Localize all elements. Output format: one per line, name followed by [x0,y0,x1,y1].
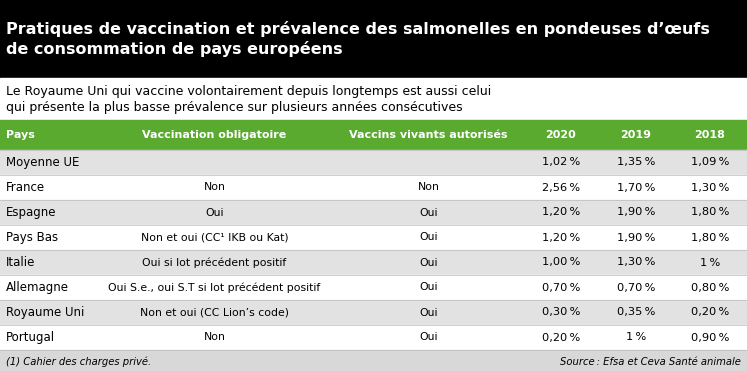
Text: 1,35 %: 1,35 % [616,158,655,167]
Text: 0,20 %: 0,20 % [691,308,729,318]
Text: 1,80 %: 1,80 % [691,233,729,243]
Text: Oui: Oui [419,233,438,243]
Text: 0,90 %: 0,90 % [691,332,729,342]
Text: (1) Cahier des charges privé.: (1) Cahier des charges privé. [6,357,151,367]
Text: Non et oui (CC¹ IKB ou Kat): Non et oui (CC¹ IKB ou Kat) [140,233,288,243]
Text: Pays: Pays [6,130,35,140]
Text: Allemagne: Allemagne [6,281,69,294]
Text: 0,30 %: 0,30 % [542,308,580,318]
Text: Non: Non [203,183,226,193]
Text: 1 %: 1 % [700,257,720,267]
Text: Oui: Oui [419,257,438,267]
Text: France: France [6,181,45,194]
Text: Oui: Oui [419,282,438,292]
Text: Oui si lot précédent positif: Oui si lot précédent positif [142,257,287,268]
Text: Le Royaume Uni qui vaccine volontairement depuis longtemps est aussi celui
qui p: Le Royaume Uni qui vaccine volontairemen… [6,85,492,114]
Text: Moyenne UE: Moyenne UE [6,156,79,169]
Text: 1,90 %: 1,90 % [616,233,655,243]
Text: 0,35 %: 0,35 % [616,308,655,318]
Text: 1 %: 1 % [625,332,646,342]
Bar [0,120,747,150]
Text: Vaccins vivants autorisés: Vaccins vivants autorisés [349,130,508,140]
Text: 2020: 2020 [545,130,577,140]
Bar [0,300,747,325]
Text: 1,20 %: 1,20 % [542,207,580,217]
Text: Non: Non [418,183,439,193]
Text: Oui: Oui [205,207,223,217]
Text: Non et oui (CC Lion’s code): Non et oui (CC Lion’s code) [140,308,289,318]
Text: 2,56 %: 2,56 % [542,183,580,193]
Bar [0,250,747,275]
Text: 0,20 %: 0,20 % [542,332,580,342]
Text: Royaume Uni: Royaume Uni [6,306,84,319]
Text: 0,70 %: 0,70 % [542,282,580,292]
Text: Source : Efsa et Ceva Santé animale: Source : Efsa et Ceva Santé animale [560,357,741,367]
Text: 1,90 %: 1,90 % [616,207,655,217]
Text: Non: Non [203,332,226,342]
Text: 1,00 %: 1,00 % [542,257,580,267]
Text: Espagne: Espagne [6,206,57,219]
Text: 2018: 2018 [695,130,725,140]
Text: 1,30 %: 1,30 % [616,257,655,267]
Bar [0,175,747,200]
Text: Oui: Oui [419,207,438,217]
Text: 1,20 %: 1,20 % [542,233,580,243]
Text: Oui S.e., oui S.T si lot précédent positif: Oui S.e., oui S.T si lot précédent posit… [108,282,320,293]
Text: 0,70 %: 0,70 % [616,282,655,292]
Text: Oui: Oui [419,332,438,342]
Bar [0,78,747,120]
Text: 1,09 %: 1,09 % [691,158,729,167]
Text: Portugal: Portugal [6,331,55,344]
Text: 1,70 %: 1,70 % [616,183,655,193]
Text: 1,80 %: 1,80 % [691,207,729,217]
Text: Pays Bas: Pays Bas [6,231,58,244]
Bar [0,225,747,250]
Text: Pratiques de vaccination et prévalence des salmonelles en pondeuses d’œufs
de co: Pratiques de vaccination et prévalence d… [6,22,710,57]
Bar [0,350,747,371]
Text: 0,80 %: 0,80 % [691,282,729,292]
Text: Oui: Oui [419,308,438,318]
Bar [0,0,747,78]
Text: 1,02 %: 1,02 % [542,158,580,167]
Bar [0,275,747,300]
Text: 1,30 %: 1,30 % [691,183,729,193]
Bar [0,200,747,225]
Text: Italie: Italie [6,256,35,269]
Bar [0,150,747,175]
Bar [0,325,747,350]
Text: Vaccination obligatoire: Vaccination obligatoire [142,130,287,140]
Text: 2019: 2019 [620,130,651,140]
